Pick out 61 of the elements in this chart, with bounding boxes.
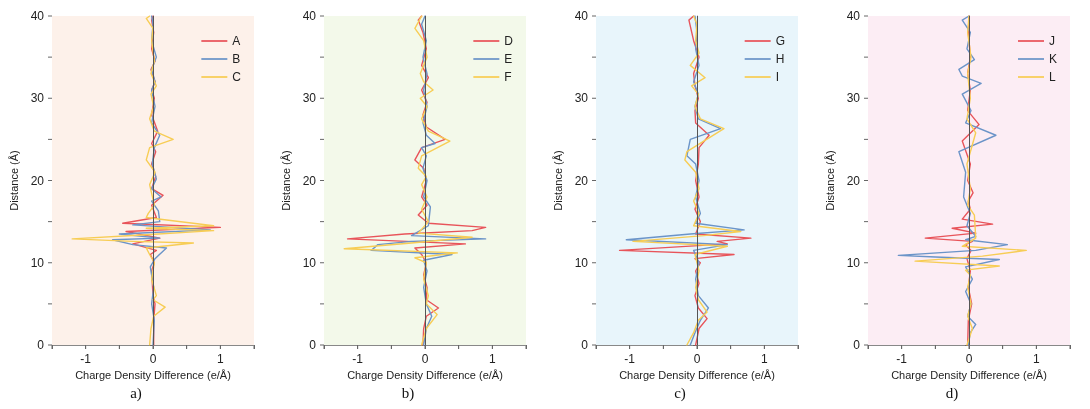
y-tick-label: 40	[302, 9, 317, 23]
x-tick-label: 0	[693, 352, 701, 366]
legend-label: C	[232, 70, 242, 84]
y-tick-label: 20	[846, 173, 861, 188]
y-axis-title: Distance (Å)	[8, 150, 21, 211]
text: c)	[674, 384, 686, 402]
y-tick-label: 0	[581, 338, 589, 352]
legend-label: F	[504, 70, 512, 84]
y-tick-label: 10	[574, 255, 589, 270]
x-tick-label: 0	[421, 352, 429, 366]
legend-label: I	[775, 70, 780, 84]
x-tick-label: 1	[760, 352, 768, 366]
x-tick-label: 1	[1032, 352, 1040, 366]
line-series	[370, 15, 487, 346]
line-series	[897, 15, 1009, 346]
y-tick-label: 20	[302, 173, 317, 188]
x-tick-label: 0	[965, 352, 973, 366]
y-tick-label: 10	[30, 255, 45, 270]
x-axis-title: Charge Density Difference (e/Å)	[891, 369, 1047, 382]
y-tick-label: 10	[302, 255, 317, 270]
y-tick-label: 0	[853, 338, 861, 352]
y-tick-label: 40	[846, 9, 861, 23]
x-axis-title: Charge Density Difference (e/Å)	[75, 369, 231, 382]
line-series	[111, 15, 211, 346]
y-tick-label: 0	[37, 338, 45, 352]
y-tick-label: 20	[30, 173, 45, 188]
legend-label: K	[1049, 52, 1058, 66]
legend-label: L	[1049, 70, 1056, 84]
text: b)	[401, 384, 415, 402]
line-series	[914, 15, 1027, 346]
y-tick-label: 0	[309, 338, 317, 352]
x-tick-label: 0	[149, 352, 157, 366]
y-tick-label: 30	[574, 91, 589, 106]
x-tick-label: -1	[896, 352, 908, 366]
legend-label: G	[775, 34, 786, 48]
text: d)	[945, 384, 959, 402]
x-tick-label: -1	[352, 352, 364, 366]
y-tick-label: 20	[574, 173, 589, 188]
x-axis-title: Charge Density Difference (e/Å)	[347, 369, 503, 382]
y-axis-title: Distance (Å)	[280, 150, 293, 211]
x-axis-title: Charge Density Difference (e/Å)	[619, 369, 775, 382]
y-axis-title: Distance (Å)	[552, 150, 565, 211]
y-tick-label: 40	[30, 9, 45, 23]
y-tick-label: 10	[846, 255, 861, 270]
y-tick-label: 30	[30, 91, 45, 106]
y-axis-title: Distance (Å)	[824, 150, 837, 211]
y-tick-label: 40	[574, 9, 589, 23]
x-tick-label: -1	[624, 352, 636, 366]
y-tick-label: 30	[302, 91, 317, 106]
x-tick-label: -1	[80, 352, 92, 366]
y-tick-label: 30	[846, 91, 861, 106]
legend-label: H	[775, 52, 785, 66]
legend-label: B	[232, 52, 241, 66]
x-tick-label: 1	[216, 352, 224, 366]
legend-label: A	[232, 34, 241, 48]
text: a)	[130, 384, 142, 402]
line-series	[71, 15, 215, 346]
legend-label: J	[1049, 34, 1055, 48]
legend-label: E	[504, 52, 513, 66]
x-tick-label: 1	[488, 352, 496, 366]
legend-label: D	[504, 34, 514, 48]
